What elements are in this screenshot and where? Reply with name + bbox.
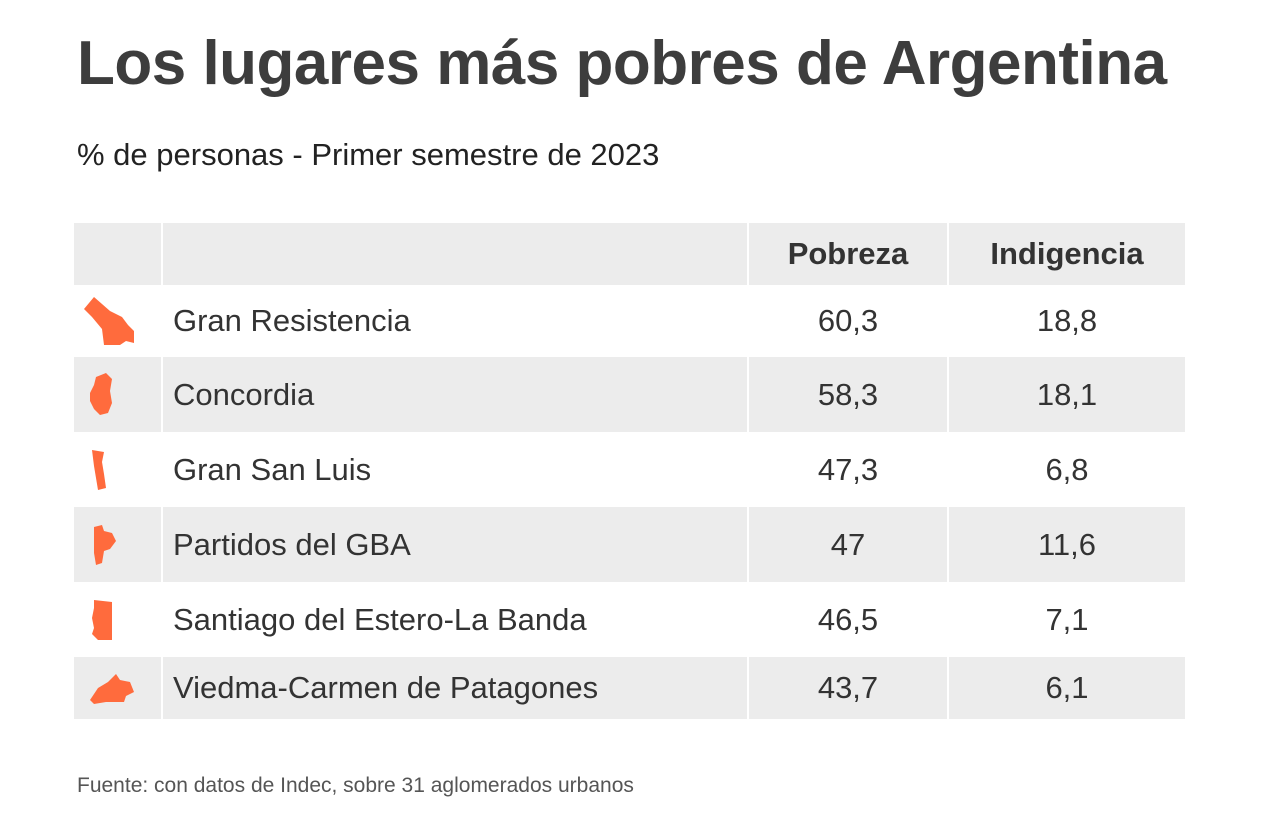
row-name: Santiago del Estero-La Banda (161, 582, 748, 657)
row-indigencia: 18,1 (947, 357, 1185, 432)
row-name: Gran Resistencia (161, 285, 748, 357)
province-shape-icon (74, 507, 162, 582)
table-row: Concordia 58,3 18,1 (74, 357, 1185, 432)
chaco-shape-icon (84, 297, 134, 345)
row-name: Concordia (161, 357, 748, 432)
province-shape-icon (74, 432, 162, 507)
province-shape-icon (74, 357, 162, 432)
row-name: Partidos del GBA (161, 507, 748, 582)
table-row: Partidos del GBA 47 11,6 (74, 507, 1185, 582)
row-indigencia: 6,1 (947, 657, 1185, 719)
poverty-table: Pobreza Indigencia Gran Resistencia 60,3… (74, 223, 1185, 719)
row-pobreza: 47,3 (747, 432, 948, 507)
row-pobreza: 60,3 (747, 285, 948, 357)
row-pobreza: 43,7 (747, 657, 948, 719)
table-header-row: Pobreza Indigencia (74, 223, 1185, 285)
row-indigencia: 18,8 (947, 285, 1185, 357)
row-indigencia: 6,8 (947, 432, 1185, 507)
table-row: Gran San Luis 47,3 6,8 (74, 432, 1185, 507)
province-shape-icon (74, 657, 162, 719)
row-pobreza: 47 (747, 507, 948, 582)
entre-rios-shape-icon (90, 372, 112, 415)
table-row: Santiago del Estero-La Banda 46,5 7,1 (74, 582, 1185, 657)
header-pobreza: Pobreza (747, 223, 948, 285)
header-icon-cell (74, 223, 162, 285)
province-shape-icon (74, 582, 162, 657)
source-note: Fuente: con datos de Indec, sobre 31 agl… (77, 774, 634, 797)
row-name: Viedma-Carmen de Patagones (161, 657, 748, 719)
header-indigencia: Indigencia (947, 223, 1185, 285)
chart-subtitle: % de personas - Primer semestre de 2023 (77, 137, 660, 172)
header-name-cell (161, 223, 748, 285)
table-row: Viedma-Carmen de Patagones 43,7 6,1 (74, 657, 1185, 719)
province-shape-icon (74, 285, 162, 357)
row-pobreza: 46,5 (747, 582, 948, 657)
row-indigencia: 11,6 (947, 507, 1185, 582)
santiago-del-estero-shape-icon (92, 599, 112, 640)
buenos-aires-shape-icon (94, 524, 116, 565)
row-indigencia: 7,1 (947, 582, 1185, 657)
row-pobreza: 58,3 (747, 357, 948, 432)
row-name: Gran San Luis (161, 432, 748, 507)
san-luis-shape-icon (92, 449, 106, 490)
rio-negro-shape-icon (90, 674, 134, 704)
table-row: Gran Resistencia 60,3 18,8 (74, 285, 1185, 357)
chart-title: Los lugares más pobres de Argentina (77, 29, 1167, 98)
